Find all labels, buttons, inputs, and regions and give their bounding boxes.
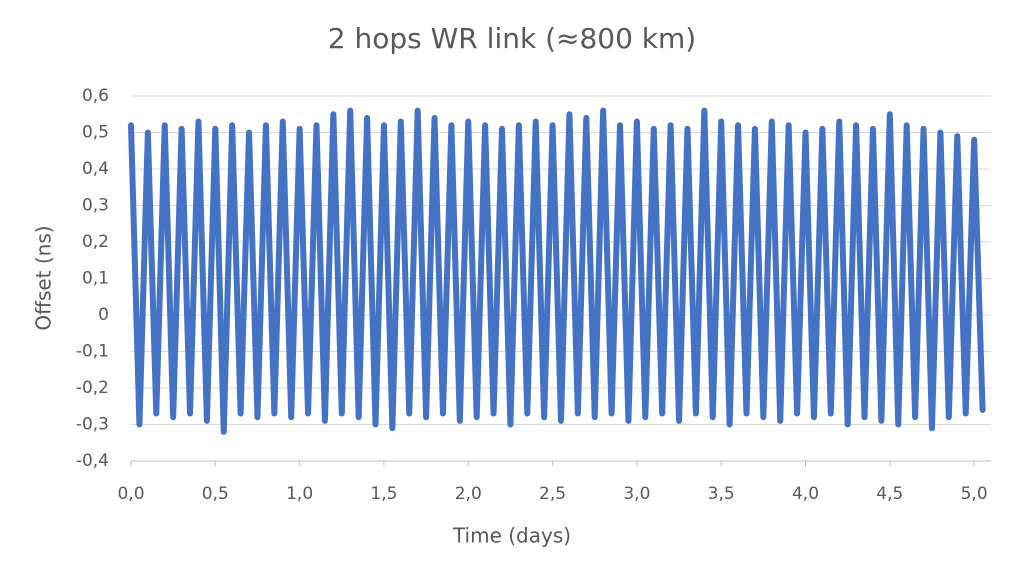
chart-title: 2 hops WR link (≈800 km) <box>328 22 696 55</box>
x-tick-label: 1,0 <box>286 484 313 504</box>
y-tick-label: 0,3 <box>82 196 109 216</box>
x-tick-label: 3,0 <box>623 484 650 504</box>
y-axis-title: Offset (ns) <box>32 225 56 330</box>
x-tick-label: 3,5 <box>708 484 735 504</box>
y-tick-label: -0,2 <box>76 378 109 398</box>
data-line <box>128 107 986 435</box>
x-axis-title: Time (days) <box>452 524 571 548</box>
x-tick-label: 0,5 <box>202 484 229 504</box>
y-tick-label: 0,6 <box>82 86 109 106</box>
y-tick-label: -0,4 <box>76 451 109 471</box>
x-tick-label: 2,0 <box>455 484 482 504</box>
y-tick-label: 0,5 <box>82 123 109 143</box>
x-tick-label: 4,5 <box>876 484 903 504</box>
x-tick-label: 5,0 <box>961 484 988 504</box>
y-tick-label: -0,1 <box>76 342 109 362</box>
y-tick-label: -0,3 <box>76 415 109 435</box>
y-tick-label: 0,1 <box>82 269 109 289</box>
x-tick-label: 4,0 <box>792 484 819 504</box>
x-tick-label: 0,0 <box>117 484 144 504</box>
y-tick-label: 0 <box>98 305 109 325</box>
y-tick-label: 0,4 <box>82 159 109 179</box>
y-tick-label: 0,2 <box>82 232 109 252</box>
x-tick-label: 2,5 <box>539 484 566 504</box>
x-tick-label: 1,5 <box>370 484 397 504</box>
